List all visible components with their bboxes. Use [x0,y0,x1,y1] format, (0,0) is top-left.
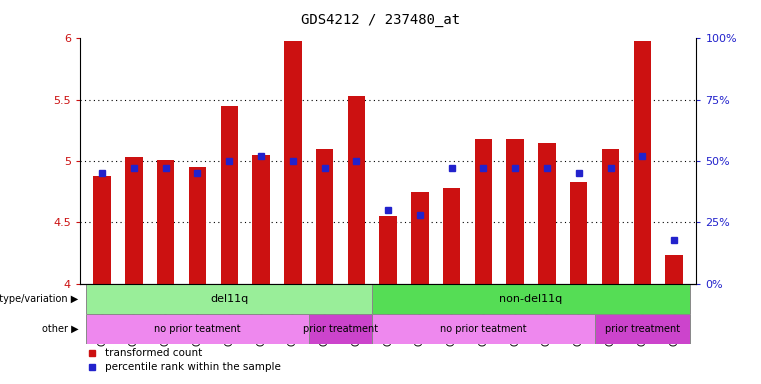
Bar [86,284,372,314]
Bar [665,255,683,284]
Text: del11q: del11q [210,294,248,304]
Text: genotype/variation ▶: genotype/variation ▶ [0,294,78,304]
Text: non-del11q: non-del11q [499,294,562,304]
Text: no prior teatment: no prior teatment [440,324,527,334]
Bar [380,216,396,284]
Bar [443,188,460,284]
Bar [157,160,174,284]
Bar [372,314,594,344]
Bar [507,139,524,284]
Text: prior treatment: prior treatment [303,324,378,334]
Text: percentile rank within the sample: percentile rank within the sample [104,362,281,372]
Bar [538,142,556,284]
Bar [570,182,587,284]
Bar [411,192,428,284]
Bar [372,284,690,314]
Bar [602,149,619,284]
Bar [284,41,301,284]
Bar [316,149,333,284]
Bar [634,41,651,284]
Bar [94,176,111,284]
Text: no prior teatment: no prior teatment [154,324,240,334]
Bar [348,96,365,284]
Bar [86,314,309,344]
Bar [221,106,238,284]
Text: transformed count: transformed count [104,348,202,358]
Text: prior treatment: prior treatment [605,324,680,334]
Text: other ▶: other ▶ [42,324,78,334]
Bar [189,167,206,284]
Bar [594,314,690,344]
Bar [253,155,269,284]
Bar [475,139,492,284]
Bar [125,157,142,284]
Text: GDS4212 / 237480_at: GDS4212 / 237480_at [301,13,460,27]
Bar [309,314,372,344]
